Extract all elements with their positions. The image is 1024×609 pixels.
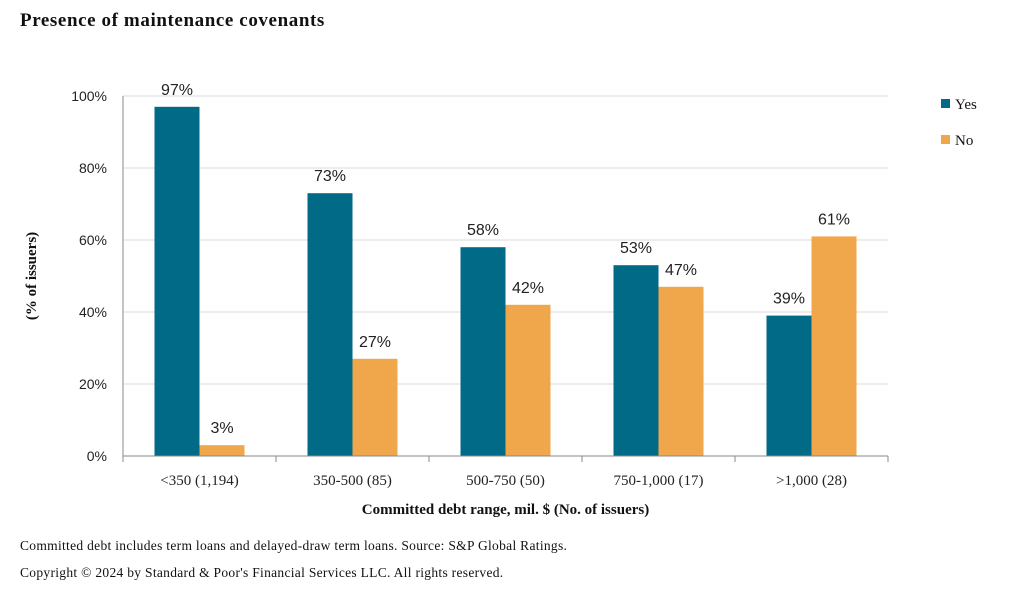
chart-title: Presence of maintenance covenants <box>20 10 325 31</box>
legend-swatch-no <box>941 135 950 144</box>
y-tick-label: 60% <box>79 232 107 248</box>
x-tick-label: >1,000 (28) <box>776 473 847 489</box>
bar-yes <box>154 106 200 457</box>
data-label: 61% <box>818 211 850 228</box>
data-label: 39% <box>773 291 805 308</box>
footnote-source: Committed debt includes term loans and d… <box>20 538 568 553</box>
data-label: 42% <box>512 280 544 297</box>
bar-no <box>811 236 857 456</box>
x-axis-title: Committed debt range, mil. $ (No. of iss… <box>362 502 649 518</box>
bar-yes <box>766 315 812 456</box>
bar-yes <box>307 193 353 456</box>
y-tick-label: 80% <box>79 160 107 176</box>
data-labels: 97% 3% 73% 27% 58% 42% 53% 47% 39% 61% <box>161 82 850 437</box>
footnote-copyright: Copyright © 2024 by Standard & Poor's Fi… <box>20 565 504 580</box>
legend-swatch-yes <box>941 99 950 108</box>
y-axis-title: (% of issuers) <box>24 232 40 320</box>
x-tick-label: 350-500 (85) <box>313 473 392 489</box>
bar-no <box>199 445 245 456</box>
bar-no <box>658 286 704 456</box>
x-tick-label: 500-750 (50) <box>466 473 545 489</box>
legend-label-no: No <box>955 133 973 149</box>
y-tick-label: 100% <box>71 88 107 104</box>
x-tick-label: <350 (1,194) <box>160 473 238 489</box>
y-tick-label: 0% <box>87 448 107 464</box>
axes: 0% 20% 40% 60% 80% 100% <350 (1,194) 350-500 (8… <box>24 88 889 518</box>
y-tick-label: 40% <box>79 304 107 320</box>
data-label: 47% <box>665 262 697 279</box>
bar-no <box>505 304 551 456</box>
y-tick-label: 20% <box>79 376 107 392</box>
legend-label-yes: Yes <box>955 97 977 113</box>
bars <box>154 106 857 457</box>
bar-yes <box>613 265 659 456</box>
data-label: 3% <box>210 420 233 437</box>
data-label: 97% <box>161 82 193 99</box>
data-label: 53% <box>620 240 652 257</box>
x-tick-label: 750-1,000 (17) <box>614 473 704 489</box>
bar-yes <box>460 247 506 456</box>
legend: Yes No <box>941 97 977 149</box>
data-label: 73% <box>314 168 346 185</box>
bar-no <box>352 358 398 456</box>
data-label: 58% <box>467 222 499 239</box>
data-label: 27% <box>359 334 391 351</box>
